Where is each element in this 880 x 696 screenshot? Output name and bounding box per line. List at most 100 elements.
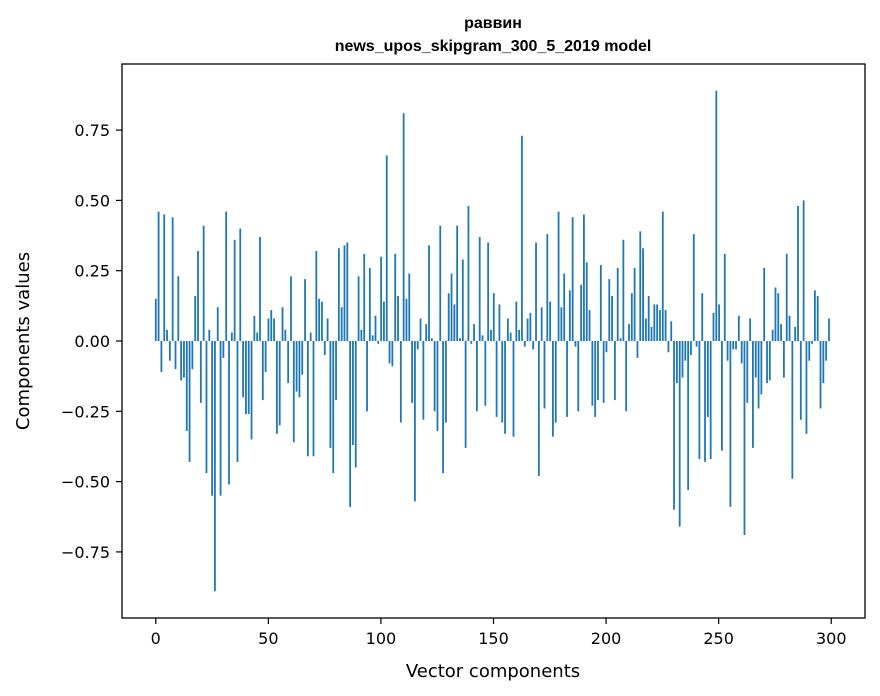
bar-60: [323, 341, 326, 356]
bar-119: [490, 329, 492, 341]
bar-110: [464, 341, 467, 448]
bar-139: [546, 234, 549, 341]
bar-29: [236, 341, 239, 462]
bar-209: [743, 341, 746, 536]
bar-122: [498, 304, 501, 341]
bar-20: [211, 341, 214, 496]
bar-90: [408, 273, 411, 341]
bar-237: [822, 341, 825, 384]
bar-21: [214, 341, 216, 592]
bar-219: [771, 329, 774, 341]
bar-8: [177, 276, 180, 341]
bar-47: [287, 341, 290, 384]
bar-226: [791, 341, 794, 479]
bar-120: [492, 293, 495, 341]
bar-167: [625, 341, 628, 412]
bar-64: [335, 341, 337, 401]
bar-174: [644, 318, 647, 341]
y-tick-label-0: −0.75: [61, 543, 110, 562]
bar-88: [402, 113, 405, 342]
y-tick-label-5: 0.50: [74, 191, 110, 210]
bar-78: [374, 315, 377, 341]
bar-51: [298, 341, 301, 398]
bar-81: [383, 301, 385, 341]
bar-48: [290, 276, 292, 341]
bar-195: [704, 341, 706, 462]
bar-82: [385, 155, 388, 341]
bar-218: [768, 341, 771, 381]
bar-131: [523, 341, 526, 347]
bar-57: [315, 251, 318, 341]
bar-17: [202, 225, 205, 341]
bar-213: [754, 341, 757, 378]
bar-128: [515, 301, 518, 341]
bar-205: [732, 341, 735, 350]
bar-149: [574, 341, 577, 347]
bar-231: [805, 341, 808, 434]
bar-69: [349, 341, 352, 507]
bar-4: [166, 329, 168, 341]
bar-89: [405, 298, 408, 341]
bar-162: [611, 296, 613, 341]
bar-44: [278, 341, 281, 426]
x-tick-label-0: 0: [151, 629, 161, 648]
bar-2: [160, 341, 163, 372]
bar-200: [718, 304, 721, 341]
bar-50: [295, 341, 298, 392]
bar-161: [608, 279, 611, 341]
bar-38: [261, 341, 264, 401]
bar-133: [529, 312, 532, 341]
bar-191: [692, 234, 695, 341]
bar-25: [225, 211, 228, 341]
bar-204: [729, 341, 732, 507]
bar-24: [222, 341, 225, 358]
bar-143: [557, 211, 560, 341]
bar-86: [397, 296, 399, 341]
bar-156: [594, 341, 597, 417]
x-tick-label-200: 200: [591, 629, 622, 648]
bar-31: [242, 341, 244, 398]
bar-184: [673, 341, 675, 510]
bar-183: [670, 321, 673, 341]
bar-190: [690, 341, 692, 356]
bar-56: [312, 341, 315, 457]
chart-title-line-1: раввин: [464, 15, 522, 32]
bar-159: [602, 341, 605, 403]
bar-157: [597, 341, 599, 401]
bar-115: [478, 236, 481, 341]
x-axis-label: Vector components: [406, 661, 580, 682]
bar-125: [506, 318, 509, 341]
bar-26: [228, 341, 230, 485]
bar-121: [495, 341, 498, 417]
bar-54: [306, 341, 309, 457]
bar-83: [388, 341, 391, 364]
bar-72: [357, 276, 360, 341]
bar-6: [171, 217, 174, 341]
bar-165: [619, 338, 622, 341]
bar-113: [473, 324, 475, 341]
x-axis-ticks: 0 50 100 150 200 250 300: [151, 618, 847, 648]
bar-70: [352, 341, 354, 446]
bar-235: [816, 296, 819, 341]
bar-152: [583, 214, 585, 341]
bar-138: [543, 341, 546, 409]
bar-186: [678, 341, 681, 527]
bar-68: [346, 242, 349, 341]
bar-202: [723, 253, 726, 341]
bar-211: [749, 318, 752, 341]
bar-65: [337, 248, 340, 341]
bar-163: [614, 341, 616, 401]
y-tick-label-6: 0.75: [74, 121, 110, 140]
bar-194: [701, 293, 704, 341]
bar-123: [501, 341, 504, 423]
bar-61: [326, 318, 329, 341]
bar-135: [535, 242, 537, 341]
bar-181: [664, 310, 667, 341]
bar-19: [208, 329, 211, 341]
bar-11: [185, 341, 188, 431]
bar-126: [509, 332, 512, 341]
bar-166: [622, 239, 625, 341]
chart-title: раввин news_upos_skipgram_300_5_2019 mod…: [335, 15, 652, 55]
bar-18: [205, 341, 208, 474]
bar-37: [259, 236, 261, 341]
